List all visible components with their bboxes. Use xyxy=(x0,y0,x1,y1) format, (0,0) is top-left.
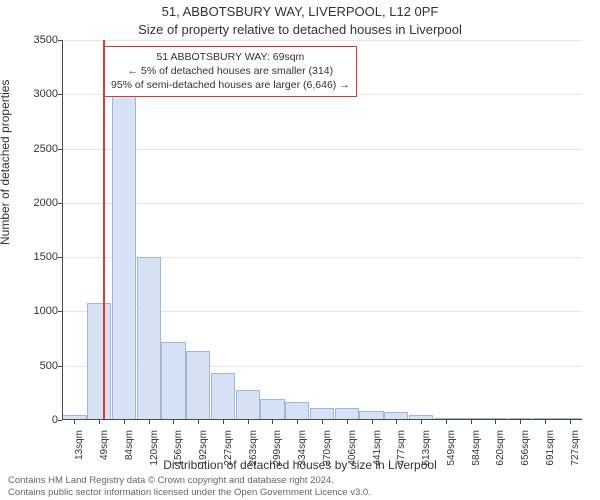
x-tick-label: 156sqm xyxy=(173,430,184,480)
x-tick-mark xyxy=(198,420,199,424)
x-tick-mark xyxy=(74,420,75,424)
y-tick-label: 2000 xyxy=(18,197,58,209)
gridline-h xyxy=(62,40,582,41)
annotation-line-1: 51 ABBOTSBURY WAY: 69sqm xyxy=(111,50,350,64)
y-tick-label: 500 xyxy=(18,360,58,372)
y-tick-mark xyxy=(58,311,62,312)
y-tick-label: 3500 xyxy=(18,34,58,46)
x-tick-label: 227sqm xyxy=(223,430,234,480)
x-tick-mark xyxy=(99,420,100,424)
x-tick-label: 120sqm xyxy=(149,430,160,480)
reference-line xyxy=(103,40,105,420)
y-tick-mark xyxy=(58,420,62,421)
annotation-box: 51 ABBOTSBURY WAY: 69sqm← 5% of detached… xyxy=(104,46,357,97)
histogram-bar xyxy=(285,402,309,420)
x-tick-label: 656sqm xyxy=(520,430,531,480)
x-tick-label: 370sqm xyxy=(322,430,333,480)
x-tick-label: 263sqm xyxy=(248,430,259,480)
x-tick-mark xyxy=(297,420,298,424)
y-tick-label: 1000 xyxy=(18,305,58,317)
footer-line-2: Contains public sector information licen… xyxy=(8,487,592,498)
x-tick-mark xyxy=(248,420,249,424)
x-tick-label: 727sqm xyxy=(570,430,581,480)
x-tick-mark xyxy=(421,420,422,424)
y-axis-label: Number of detached properties xyxy=(0,80,12,245)
y-tick-label: 2500 xyxy=(18,143,58,155)
x-tick-mark xyxy=(272,420,273,424)
x-tick-mark xyxy=(149,420,150,424)
x-tick-label: 406sqm xyxy=(347,430,358,480)
y-tick-mark xyxy=(58,149,62,150)
x-tick-mark xyxy=(124,420,125,424)
x-tick-label: 299sqm xyxy=(272,430,283,480)
histogram-bar xyxy=(211,373,235,420)
x-tick-mark xyxy=(570,420,571,424)
y-tick-label: 1500 xyxy=(18,251,58,263)
x-tick-mark xyxy=(322,420,323,424)
x-tick-label: 691sqm xyxy=(545,430,556,480)
histogram-bar xyxy=(260,399,284,420)
x-tick-mark xyxy=(545,420,546,424)
y-tick-mark xyxy=(58,40,62,41)
x-tick-label: 84sqm xyxy=(124,430,135,480)
y-tick-mark xyxy=(58,203,62,204)
page-subtitle: Size of property relative to detached ho… xyxy=(0,22,600,37)
x-tick-mark xyxy=(495,420,496,424)
x-tick-label: 13sqm xyxy=(74,430,85,480)
x-tick-mark xyxy=(471,420,472,424)
x-tick-mark xyxy=(446,420,447,424)
y-tick-mark xyxy=(58,94,62,95)
gridline-h xyxy=(62,149,582,150)
y-tick-label: 0 xyxy=(18,414,58,426)
histogram-bar xyxy=(186,351,210,420)
chart-plot-inner xyxy=(62,40,582,420)
y-tick-mark xyxy=(58,257,62,258)
annotation-line-3: 95% of semi-detached houses are larger (… xyxy=(111,78,350,92)
page-title: 51, ABBOTSBURY WAY, LIVERPOOL, L12 0PF xyxy=(0,4,600,19)
x-tick-label: 513sqm xyxy=(421,430,432,480)
x-tick-mark xyxy=(372,420,373,424)
x-tick-mark xyxy=(520,420,521,424)
histogram-bar xyxy=(161,342,185,420)
x-tick-label: 477sqm xyxy=(396,430,407,480)
y-tick-mark xyxy=(58,366,62,367)
x-tick-label: 334sqm xyxy=(297,430,308,480)
histogram-bar xyxy=(137,257,161,420)
x-tick-label: 441sqm xyxy=(372,430,383,480)
y-tick-label: 3000 xyxy=(18,88,58,100)
x-tick-mark xyxy=(347,420,348,424)
x-tick-label: 584sqm xyxy=(471,430,482,480)
histogram-bar xyxy=(236,390,260,420)
page-root: 51, ABBOTSBURY WAY, LIVERPOOL, L12 0PF S… xyxy=(0,0,600,500)
chart-plot-area xyxy=(62,40,582,420)
histogram-bar xyxy=(87,303,111,420)
x-tick-label: 192sqm xyxy=(198,430,209,480)
x-tick-mark xyxy=(396,420,397,424)
x-tick-label: 620sqm xyxy=(495,430,506,480)
histogram-bar xyxy=(112,89,136,420)
x-tick-mark xyxy=(173,420,174,424)
x-tick-mark xyxy=(223,420,224,424)
gridline-h xyxy=(62,203,582,204)
annotation-line-2: ← 5% of detached houses are smaller (314… xyxy=(111,64,350,78)
x-tick-label: 49sqm xyxy=(99,430,110,480)
x-tick-label: 549sqm xyxy=(446,430,457,480)
y-axis-line xyxy=(62,40,63,420)
